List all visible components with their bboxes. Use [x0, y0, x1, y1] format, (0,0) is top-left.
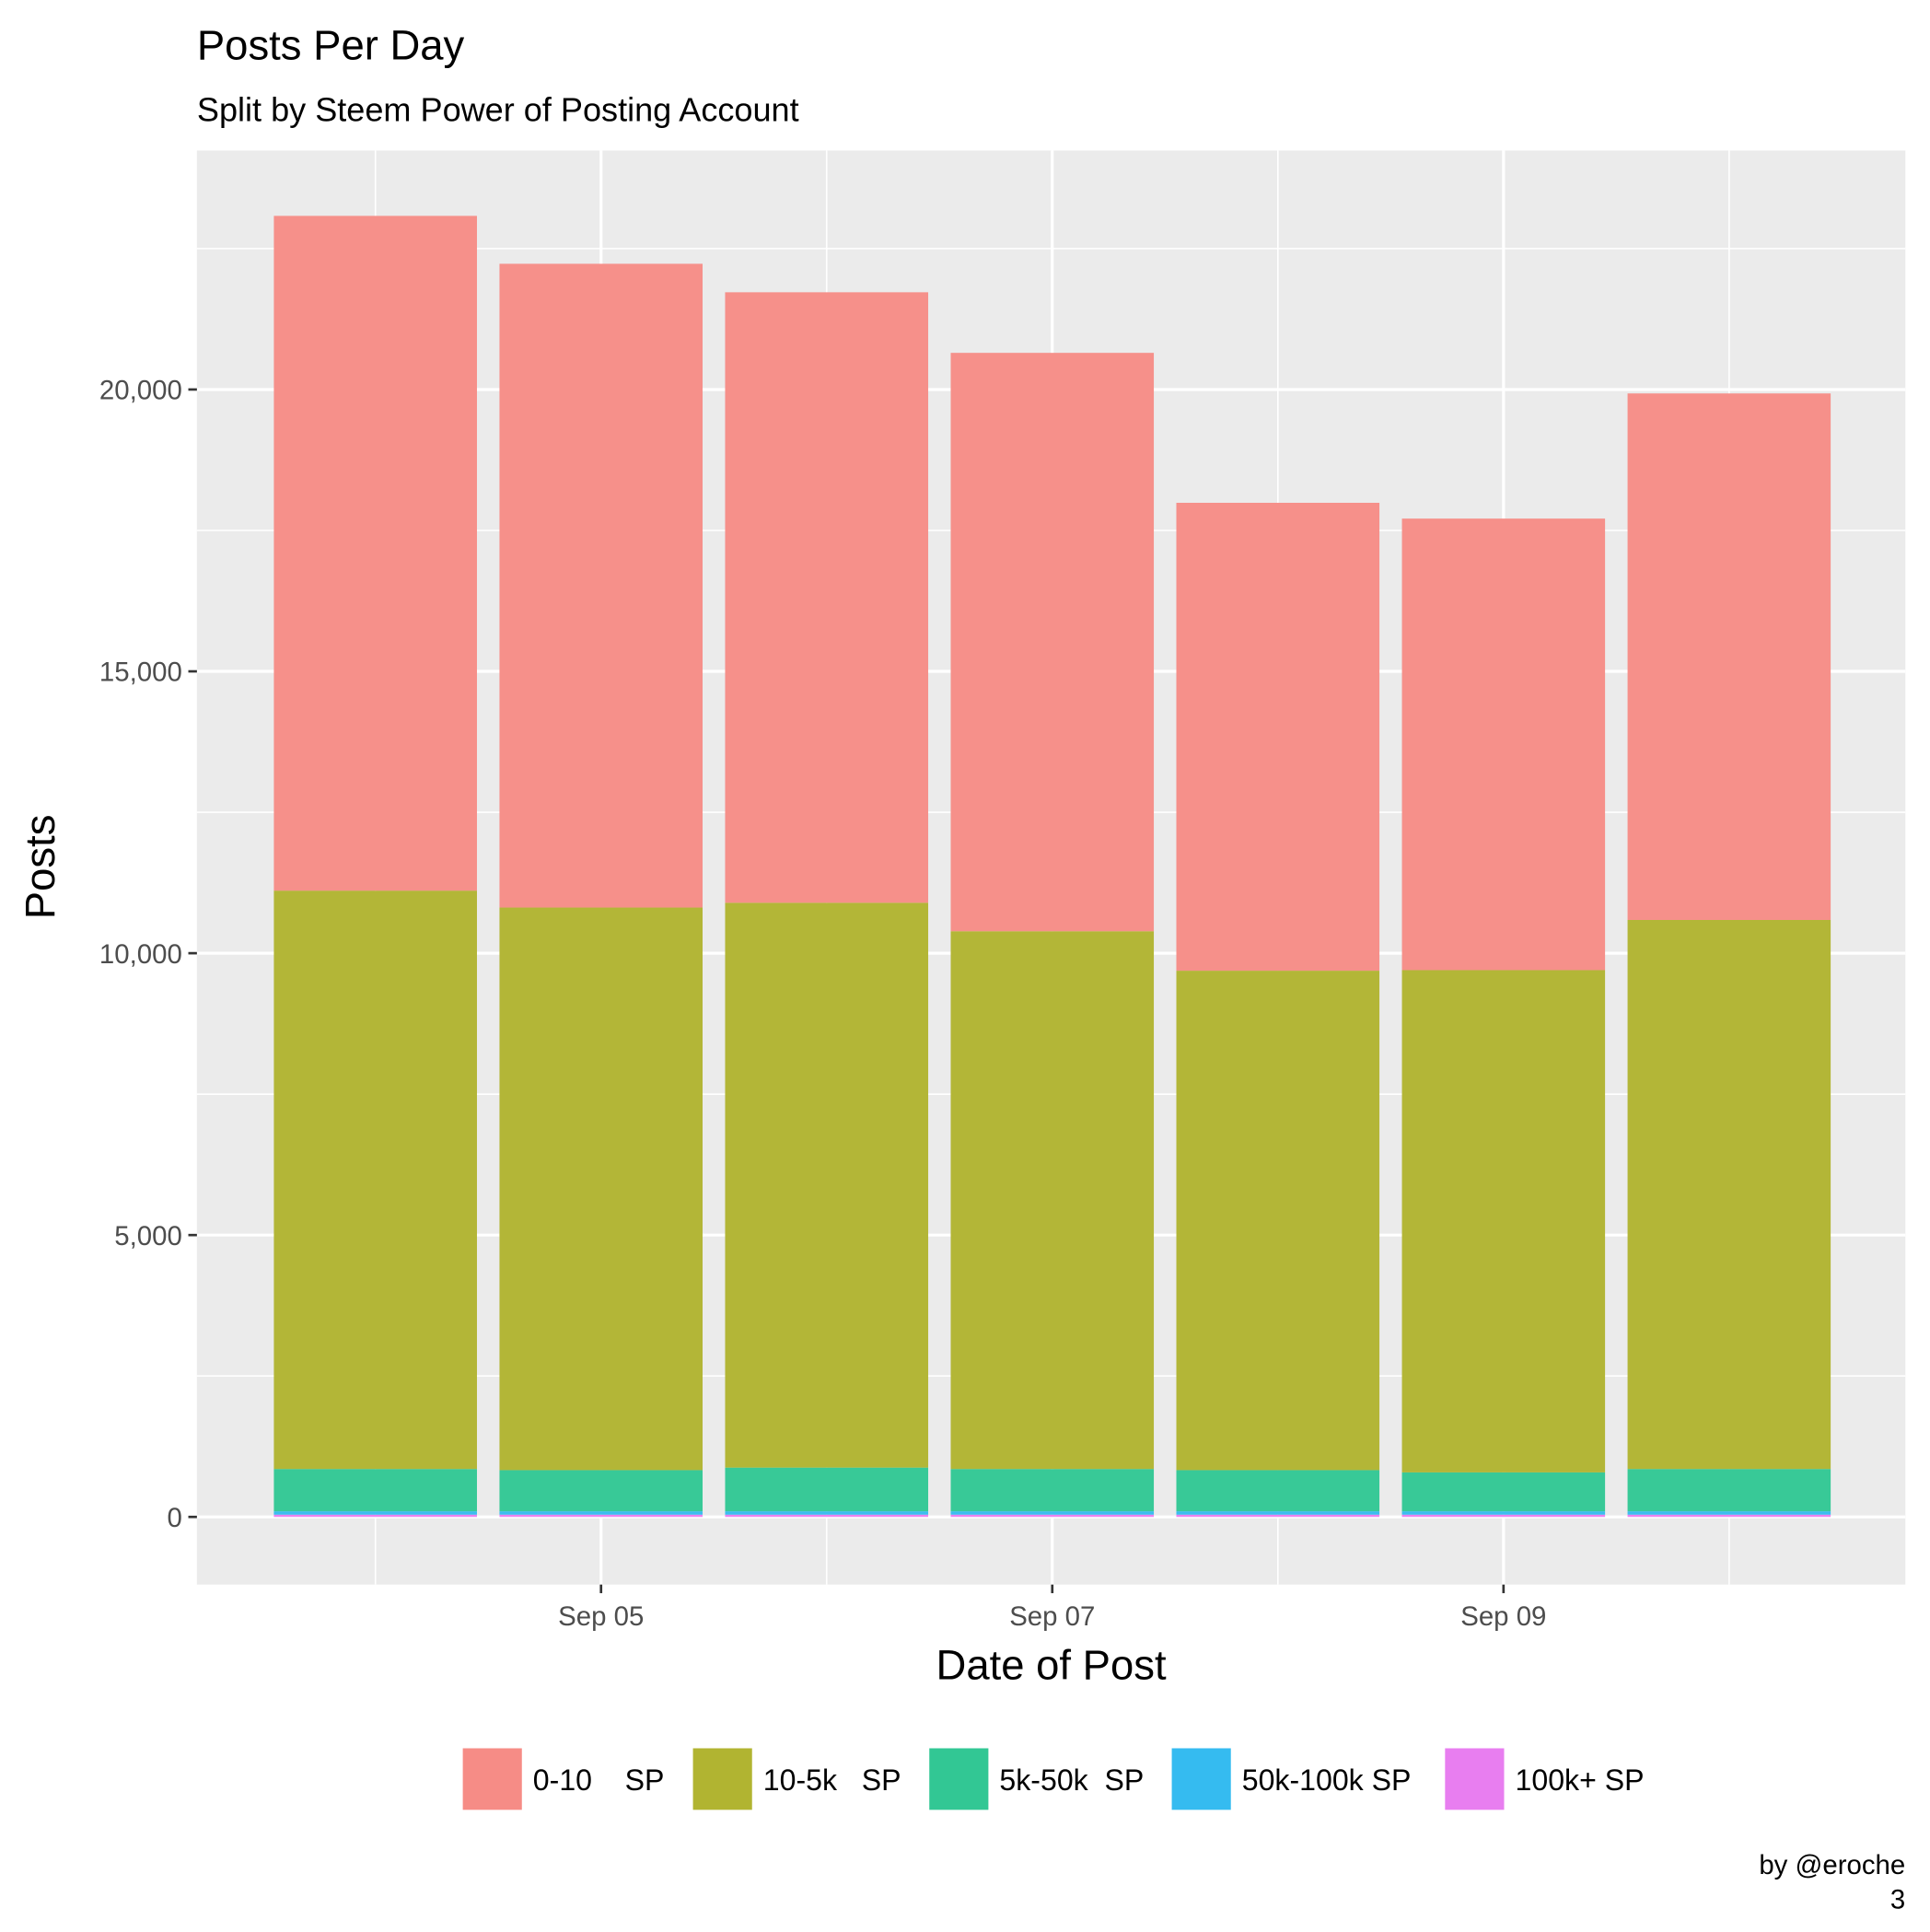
- bar-segment: [725, 902, 929, 1468]
- y-tick-label: 5,000: [114, 1221, 182, 1251]
- bar-segment: [950, 353, 1155, 932]
- legend-label: 0-10 SP: [533, 1763, 665, 1797]
- y-tick-label: 20,000: [99, 376, 182, 406]
- bar-segment: [1176, 1511, 1380, 1515]
- legend: 0-10 SP 10-5k SP 5k-50k SP 50k-100k SP 100k+…: [462, 1748, 1645, 1810]
- bar-segment: [499, 263, 703, 908]
- bar-segment: [1627, 1511, 1831, 1515]
- bar-segment: [273, 890, 477, 1470]
- bar-segment: [1401, 1511, 1606, 1515]
- y-axis-label: Posts: [17, 815, 64, 920]
- bar-segment: [950, 1469, 1155, 1512]
- y-tick-label: 15,000: [99, 658, 182, 688]
- bar-segment: [1176, 1470, 1380, 1512]
- bar-segment: [499, 1514, 703, 1518]
- y-tick-label: 10,000: [99, 939, 182, 970]
- bars: [273, 215, 1831, 1518]
- chart-subtitle: Split by Steem Power of Posting Account: [197, 90, 799, 128]
- legend-label: 50k-100k SP: [1242, 1763, 1412, 1797]
- bar-segment: [725, 1514, 929, 1518]
- bar-segment: [950, 1514, 1155, 1518]
- bar-segment: [499, 907, 703, 1471]
- legend-label: 10-5k SP: [763, 1763, 901, 1797]
- bar-segment: [950, 931, 1155, 1470]
- bar-segment: [273, 1469, 477, 1512]
- legend-key: [462, 1748, 522, 1810]
- legend-key: [929, 1748, 989, 1810]
- bar-segment: [1627, 1514, 1831, 1518]
- y-axis: 0 5,000 10,000 15,000 20,000: [99, 376, 197, 1533]
- bar-segment: [1401, 518, 1606, 971]
- bar-segment: [1176, 503, 1380, 972]
- bar-segment: [950, 1511, 1155, 1515]
- bar-segment: [1627, 919, 1831, 1470]
- x-tick-label: Sep 05: [558, 1601, 644, 1632]
- bar-segment: [273, 1514, 477, 1518]
- caption-line-2: 3: [1890, 1884, 1905, 1915]
- bar-segment: [273, 215, 477, 891]
- bar-segment: [1627, 1469, 1831, 1512]
- bar-segment: [1401, 970, 1606, 1472]
- legend-label: 5k-50k SP: [999, 1763, 1144, 1797]
- x-axis-label: Date of Post: [936, 1642, 1167, 1689]
- bar-segment: [1176, 1514, 1380, 1518]
- chart-title: Posts Per Day: [197, 21, 465, 68]
- bar-segment: [725, 292, 929, 903]
- x-axis: Sep 05 Sep 07 Sep 09: [558, 1584, 1546, 1632]
- bar-segment: [499, 1470, 703, 1512]
- y-tick-label: 0: [167, 1503, 181, 1533]
- x-tick-label: Sep 07: [1009, 1601, 1095, 1632]
- caption-line-1: by @eroche: [1759, 1850, 1905, 1880]
- bar-segment: [725, 1467, 929, 1512]
- legend-key: [1171, 1748, 1231, 1810]
- x-tick-label: Sep 09: [1460, 1601, 1546, 1632]
- legend-label: 100k+ SP: [1516, 1763, 1645, 1797]
- bar-segment: [1401, 1514, 1606, 1518]
- bar-segment: [1401, 1472, 1606, 1512]
- legend-key: [692, 1748, 752, 1810]
- bar-segment: [499, 1511, 703, 1515]
- bar-segment: [1627, 393, 1831, 920]
- legend-key: [1445, 1748, 1505, 1810]
- bar-segment: [273, 1511, 477, 1515]
- bar-segment: [1176, 971, 1380, 1471]
- bar-segment: [725, 1511, 929, 1515]
